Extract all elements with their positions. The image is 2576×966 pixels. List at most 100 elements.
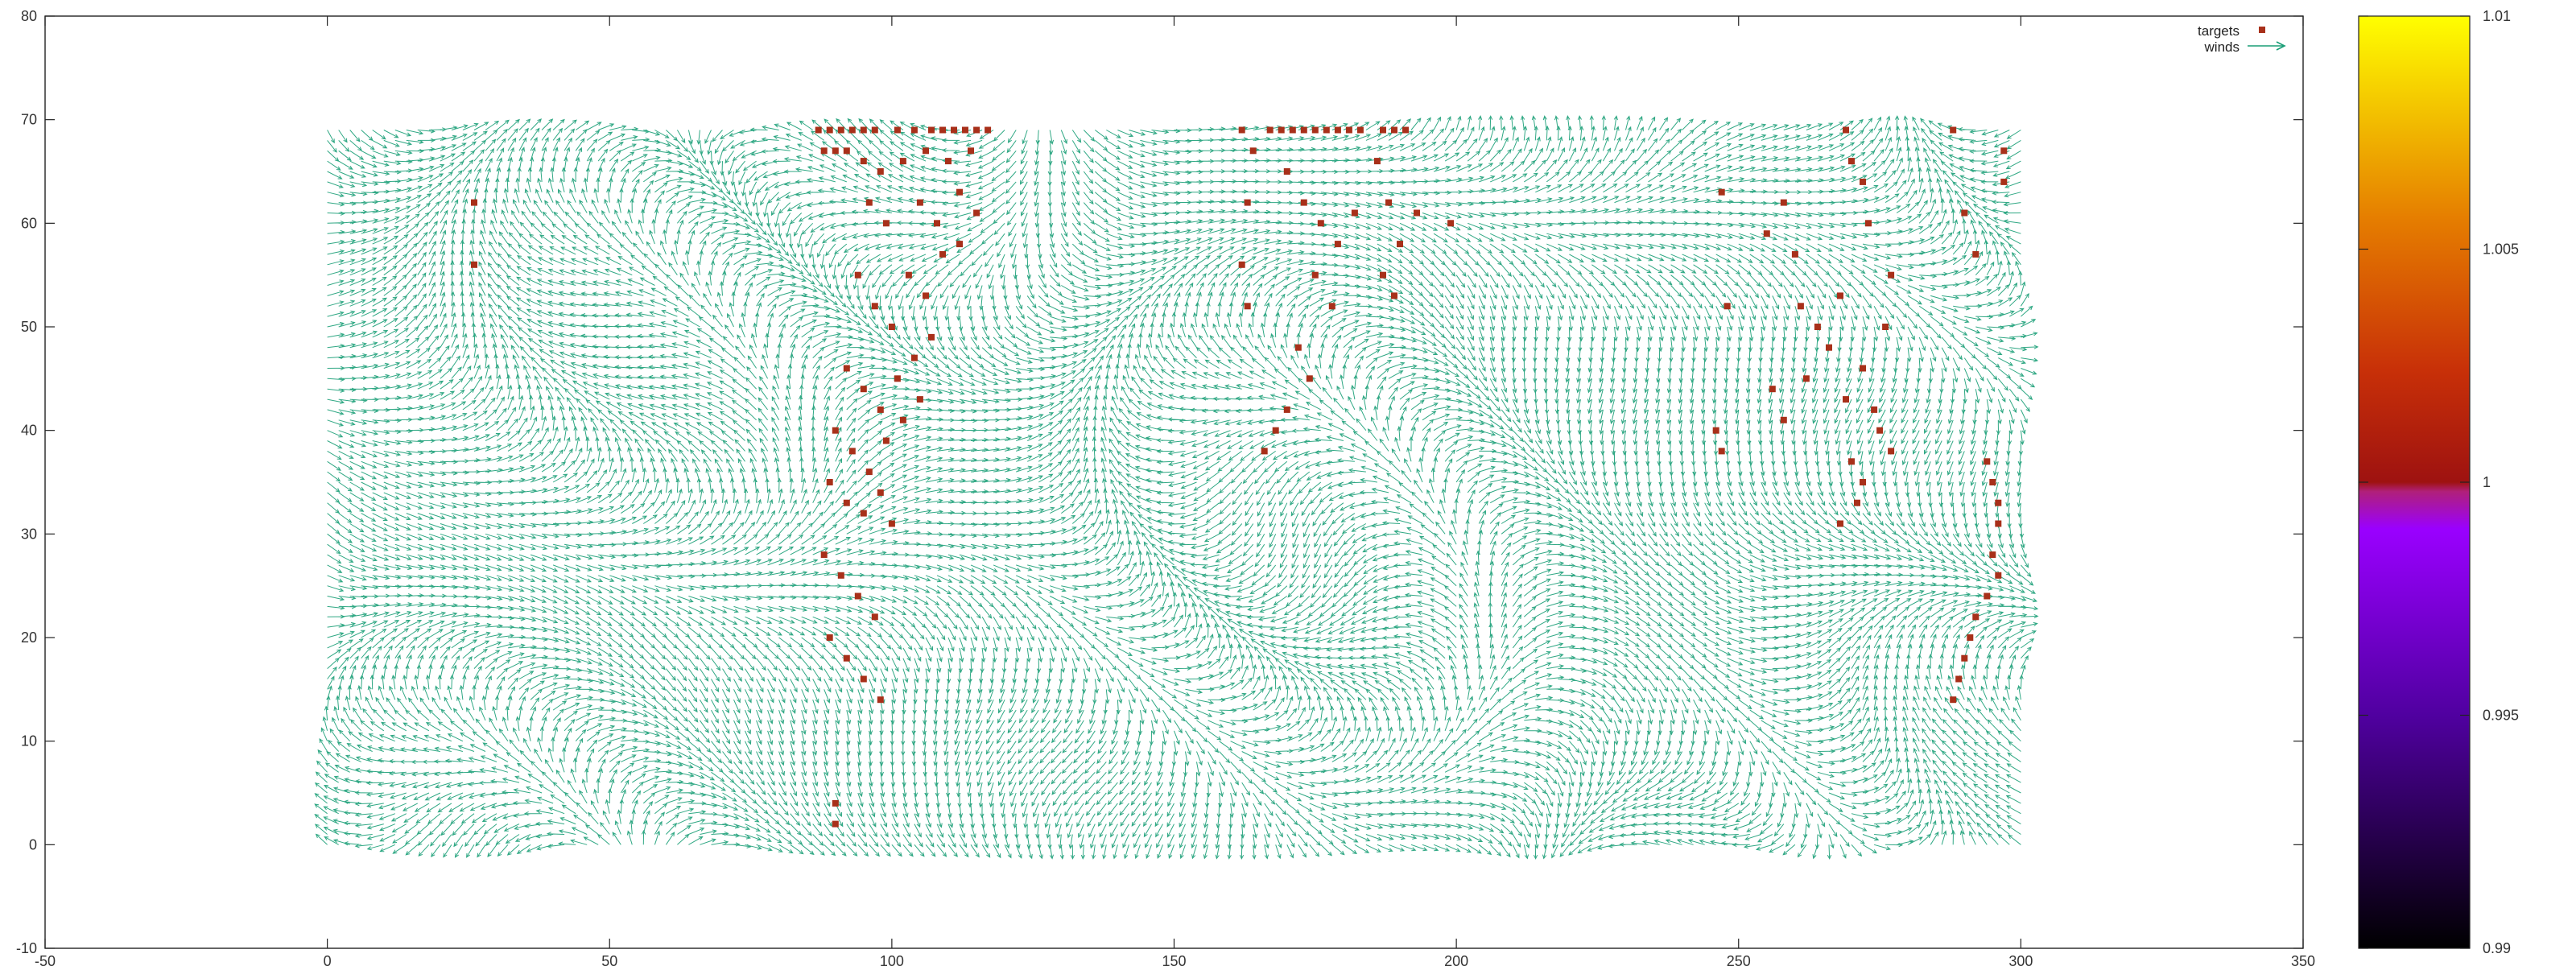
target-point bbox=[905, 271, 912, 279]
target-point bbox=[1995, 520, 2002, 527]
target-point bbox=[928, 333, 935, 341]
colorbar-tick-label: 1.005 bbox=[2483, 242, 2519, 258]
target-point bbox=[832, 147, 839, 155]
target-point bbox=[877, 696, 884, 704]
target-point bbox=[1249, 147, 1257, 155]
target-point bbox=[1289, 126, 1296, 134]
target-point bbox=[826, 479, 833, 485]
target-point bbox=[1391, 126, 1397, 134]
target-point bbox=[471, 261, 477, 268]
target-point bbox=[1328, 303, 1335, 310]
target-point bbox=[1391, 292, 1397, 299]
target-point bbox=[1843, 396, 1849, 403]
target-point bbox=[1961, 654, 1968, 662]
target-point bbox=[877, 406, 884, 413]
target-point bbox=[1317, 220, 1324, 227]
colorbar-tick-label: 0.99 bbox=[2483, 940, 2511, 956]
target-point bbox=[1950, 696, 1957, 704]
target-point bbox=[843, 654, 850, 662]
target-point bbox=[1995, 572, 2002, 579]
target-point bbox=[1865, 220, 1872, 227]
colorbar-tick-label: 1 bbox=[2483, 474, 2491, 490]
y-tick-label: 10 bbox=[21, 733, 37, 749]
legend-marker-targets bbox=[2259, 27, 2265, 33]
target-point bbox=[1323, 126, 1330, 134]
y-axis: -10 0 10 20 30 40 50 60 70 80 bbox=[16, 8, 2303, 956]
target-point bbox=[877, 489, 884, 496]
target-point bbox=[1311, 126, 1319, 134]
colorbar-ticks: 0.99 0.995 1 1.005 1.01 bbox=[2359, 8, 2519, 956]
target-point bbox=[860, 158, 867, 165]
target-point bbox=[1860, 178, 1866, 185]
target-point bbox=[1802, 375, 1810, 382]
target-point bbox=[1972, 613, 1979, 621]
legend-label-winds: winds bbox=[2204, 39, 2240, 55]
target-point bbox=[1380, 126, 1386, 134]
target-point bbox=[1967, 634, 1974, 641]
target-point bbox=[1718, 448, 1725, 455]
target-point bbox=[1763, 230, 1770, 237]
target-point bbox=[820, 147, 828, 155]
target-point bbox=[1712, 427, 1719, 434]
target-point bbox=[894, 126, 901, 134]
target-point bbox=[1837, 520, 1843, 527]
target-point bbox=[1244, 303, 1251, 310]
target-point bbox=[1955, 675, 1963, 683]
target-point bbox=[854, 271, 861, 279]
colorbar-tick-label: 1.01 bbox=[2483, 8, 2511, 24]
target-point bbox=[1843, 126, 1849, 134]
target-point bbox=[1244, 199, 1251, 206]
target-point bbox=[1780, 416, 1787, 423]
target-point bbox=[865, 469, 873, 476]
target-point bbox=[1791, 250, 1798, 258]
target-point bbox=[820, 551, 828, 559]
x-tick-label: 0 bbox=[324, 953, 332, 966]
target-point bbox=[956, 241, 963, 248]
target-point bbox=[837, 572, 844, 579]
target-point bbox=[910, 126, 918, 134]
target-point bbox=[1385, 199, 1392, 206]
y-tick-label: -10 bbox=[16, 940, 37, 956]
target-point bbox=[928, 126, 935, 134]
target-point bbox=[973, 209, 980, 217]
target-point bbox=[860, 675, 867, 683]
target-point bbox=[871, 613, 878, 621]
target-point bbox=[1989, 551, 1996, 559]
y-tick-label: 80 bbox=[21, 8, 37, 24]
target-point bbox=[832, 820, 839, 828]
target-point bbox=[1724, 303, 1731, 310]
x-tick-label: 200 bbox=[1444, 953, 1468, 966]
x-tick-label: 50 bbox=[601, 953, 617, 966]
target-point bbox=[1882, 324, 1889, 330]
y-tick-label: 30 bbox=[21, 526, 37, 542]
target-point bbox=[1278, 126, 1285, 134]
target-point bbox=[916, 199, 923, 206]
target-point bbox=[1283, 406, 1290, 413]
target-point bbox=[962, 126, 968, 134]
legend: targets winds bbox=[2198, 23, 2286, 55]
target-point bbox=[843, 147, 850, 155]
target-point bbox=[939, 250, 946, 258]
target-point bbox=[832, 799, 839, 807]
wind-arrows bbox=[314, 115, 2039, 860]
target-point bbox=[934, 220, 940, 227]
x-tick-label: 100 bbox=[880, 953, 904, 966]
target-point bbox=[1380, 271, 1386, 279]
target-point bbox=[1837, 292, 1843, 299]
target-point bbox=[923, 292, 929, 299]
target-point bbox=[1238, 261, 1245, 268]
target-point bbox=[973, 126, 980, 134]
target-point bbox=[843, 365, 850, 372]
target-point bbox=[1718, 188, 1725, 196]
target-point bbox=[1984, 458, 1991, 465]
y-tick-label: 50 bbox=[21, 319, 37, 335]
target-point bbox=[860, 510, 867, 517]
y-tick-label: 20 bbox=[21, 630, 37, 646]
target-point bbox=[832, 427, 839, 434]
target-point bbox=[945, 158, 952, 165]
legend-arrowhead-winds bbox=[2276, 41, 2286, 51]
target-point bbox=[1780, 199, 1787, 206]
target-point bbox=[1283, 168, 1290, 175]
target-point bbox=[899, 416, 906, 423]
target-point bbox=[923, 147, 929, 155]
